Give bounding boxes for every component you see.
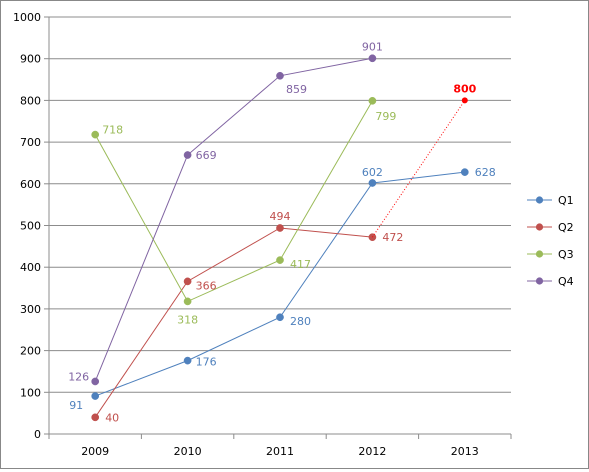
data-point-q1: [460, 168, 469, 176]
y-tick-label: 600: [20, 178, 41, 191]
y-tick-label: 400: [20, 261, 41, 274]
data-label-q2: 40: [105, 411, 119, 424]
y-tick-label: 500: [20, 220, 41, 233]
series-line-q4: [94, 57, 373, 382]
series-line-q3: [94, 100, 373, 303]
data-label-q1: 91: [69, 399, 83, 412]
y-axis-tick-labels: 0 100 200 300 400 500 600 700 800 900 1000: [13, 11, 41, 441]
legend-label-q2: Q2: [558, 221, 574, 234]
highlight: 800: [371, 82, 477, 238]
data-point-q2: [91, 413, 100, 422]
legend-marker-q1: [535, 196, 544, 204]
data-point-q3: [183, 297, 192, 306]
data-label-q3: 799: [375, 110, 396, 123]
legend-label-q4: Q4: [558, 275, 574, 288]
x-axis-tick-labels: 2009 2010 2011 2012 2013: [81, 445, 479, 458]
legend-marker-q4: [535, 277, 544, 285]
data-point-q3: [368, 96, 377, 105]
data-label-q2: 494: [270, 210, 291, 223]
data-point-q4: [276, 71, 284, 80]
legend-marker-q2: [535, 223, 544, 231]
data-label-q4: 669: [196, 149, 217, 162]
series-line-q2: [94, 227, 373, 418]
x-tick-label: 2013: [451, 445, 479, 458]
data-point-q4: [183, 151, 192, 159]
series-lines: [91, 54, 469, 422]
legend: Q1 Q2 Q3 Q4: [527, 194, 574, 288]
legend-marker-q3: [535, 250, 544, 258]
axes: [44, 16, 512, 439]
y-tick-label: 200: [20, 345, 41, 358]
data-point-q2: [276, 224, 284, 232]
y-tick-label: 0: [34, 428, 41, 441]
data-point-q3: [276, 256, 284, 264]
data-point-q4: [91, 377, 100, 386]
data-point-q1: [276, 313, 284, 322]
data-label-q1: 628: [475, 166, 496, 179]
y-tick-label: 1000: [13, 11, 41, 24]
data-label-q3: 318: [177, 313, 198, 326]
data-label-q1: 280: [290, 315, 311, 328]
x-tick-label: 2011: [266, 445, 294, 458]
x-tick-label: 2010: [174, 445, 202, 458]
highlight-point: [461, 97, 468, 104]
data-label-q3: 718: [102, 124, 123, 137]
data-label-q2: 472: [382, 231, 403, 244]
legend-label-q3: Q3: [558, 248, 574, 261]
data-label-q4: 901: [362, 40, 383, 53]
highlight-connector: [371, 100, 466, 238]
y-tick-label: 300: [20, 303, 41, 316]
data-point-q4: [368, 54, 377, 63]
y-tick-label: 100: [20, 386, 41, 399]
data-labels: 91 176 280 602 628 40 366 494 472 718 318 417 799 126…: [68, 40, 496, 424]
legend-label-q1: Q1: [558, 194, 574, 207]
data-label-q1: 176: [196, 356, 217, 369]
data-label-q1: 602: [362, 166, 383, 179]
y-tick-label: 700: [20, 136, 41, 149]
data-point-q1: [91, 392, 100, 400]
y-tick-label: 800: [20, 94, 41, 107]
data-label-q4: 859: [286, 83, 307, 96]
data-label-q4: 126: [68, 370, 89, 383]
x-tick-label: 2012: [358, 445, 386, 458]
y-tick-label: 900: [20, 53, 41, 66]
data-label-q3: 417: [290, 258, 311, 271]
data-point-q2: [183, 277, 192, 286]
series-line-q1: [95, 171, 465, 397]
highlight-label: 800: [453, 82, 476, 95]
data-point-q1: [368, 179, 377, 187]
data-point-q3: [91, 130, 100, 139]
data-label-q2: 366: [196, 279, 217, 292]
data-point-q1: [183, 356, 192, 365]
x-tick-label: 2009: [81, 445, 109, 458]
